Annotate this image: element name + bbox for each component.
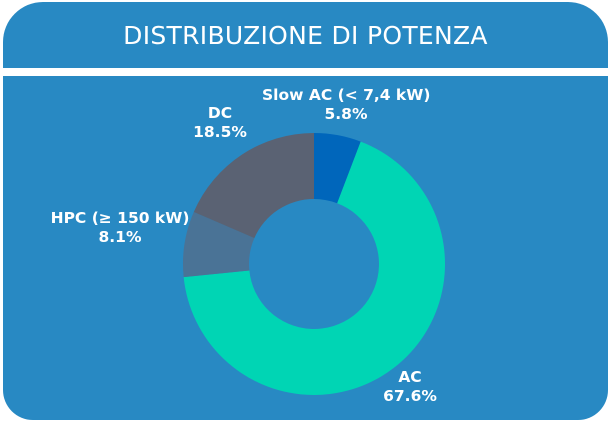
- label-slow-ac: Slow AC (< 7,4 kW) 5.8%: [262, 86, 430, 124]
- label-dc-value: 18.5%: [193, 123, 247, 141]
- chart-title: DISTRIBUZIONE DI POTENZA: [123, 20, 488, 50]
- slice-hpc: [183, 211, 255, 278]
- slice-dc: [193, 133, 314, 239]
- label-hpc-value: 8.1%: [98, 228, 142, 246]
- label-ac-value: 67.6%: [383, 387, 437, 405]
- chart-header: DISTRIBUZIONE DI POTENZA: [3, 2, 608, 68]
- label-hpc: HPC (≥ 150 kW) 8.1%: [40, 209, 200, 247]
- slice-ac: [183, 141, 445, 395]
- label-slow-ac-name: Slow AC (< 7,4 kW): [262, 86, 431, 104]
- label-ac-name: AC: [398, 368, 422, 386]
- label-hpc-name: HPC (≥ 150 kW): [50, 209, 190, 227]
- label-dc: DC 18.5%: [180, 104, 260, 142]
- label-slow-ac-value: 5.8%: [324, 105, 368, 123]
- slice-slow-ac: [314, 133, 361, 204]
- label-ac: AC 67.6%: [370, 368, 450, 406]
- label-dc-name: DC: [207, 104, 233, 122]
